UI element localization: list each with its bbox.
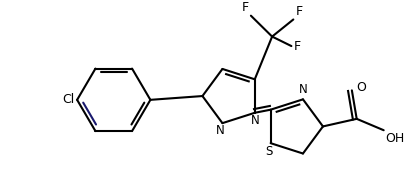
Text: O: O	[356, 81, 366, 94]
Text: Cl: Cl	[62, 93, 74, 106]
Text: F: F	[294, 5, 302, 18]
Text: N: N	[298, 83, 307, 96]
Text: N: N	[251, 114, 260, 127]
Text: S: S	[264, 145, 272, 158]
Text: OH: OH	[385, 132, 404, 145]
Text: N: N	[215, 124, 224, 137]
Text: F: F	[241, 1, 248, 14]
Text: F: F	[292, 40, 300, 53]
